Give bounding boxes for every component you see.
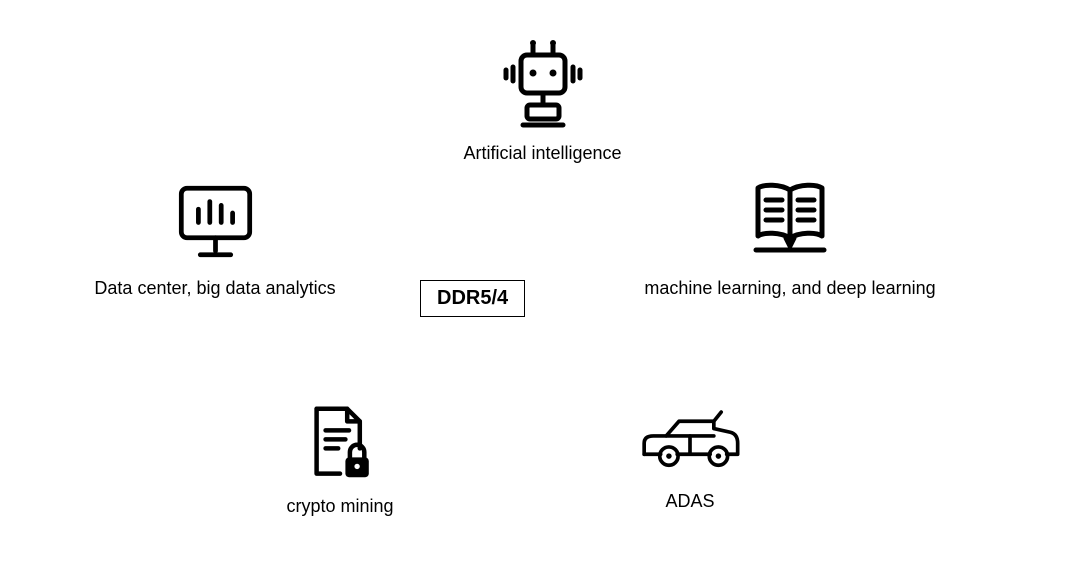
node-datacenter-label: Data center, big data analytics: [94, 278, 335, 299]
node-ml-label: machine learning, and deep learning: [644, 278, 935, 299]
node-ai-label: Artificial intelligence: [463, 143, 621, 164]
node-datacenter: Data center, big data analytics: [65, 175, 365, 299]
node-crypto-label: crypto mining: [286, 496, 393, 517]
center-box: DDR5/4: [420, 280, 525, 317]
node-adas-label: ADAS: [665, 491, 714, 512]
node-adas: ADAS: [600, 398, 780, 512]
node-ai: Artificial intelligence: [430, 35, 655, 164]
car-icon: [635, 398, 745, 483]
file-lock-icon: [295, 398, 385, 488]
robot-icon: [493, 35, 593, 135]
node-crypto: crypto mining: [250, 398, 430, 517]
monitor-bars-icon: [168, 175, 263, 270]
book-icon: [740, 170, 840, 270]
center-text: DDR5/4: [437, 287, 508, 309]
node-ml: machine learning, and deep learning: [620, 170, 960, 299]
